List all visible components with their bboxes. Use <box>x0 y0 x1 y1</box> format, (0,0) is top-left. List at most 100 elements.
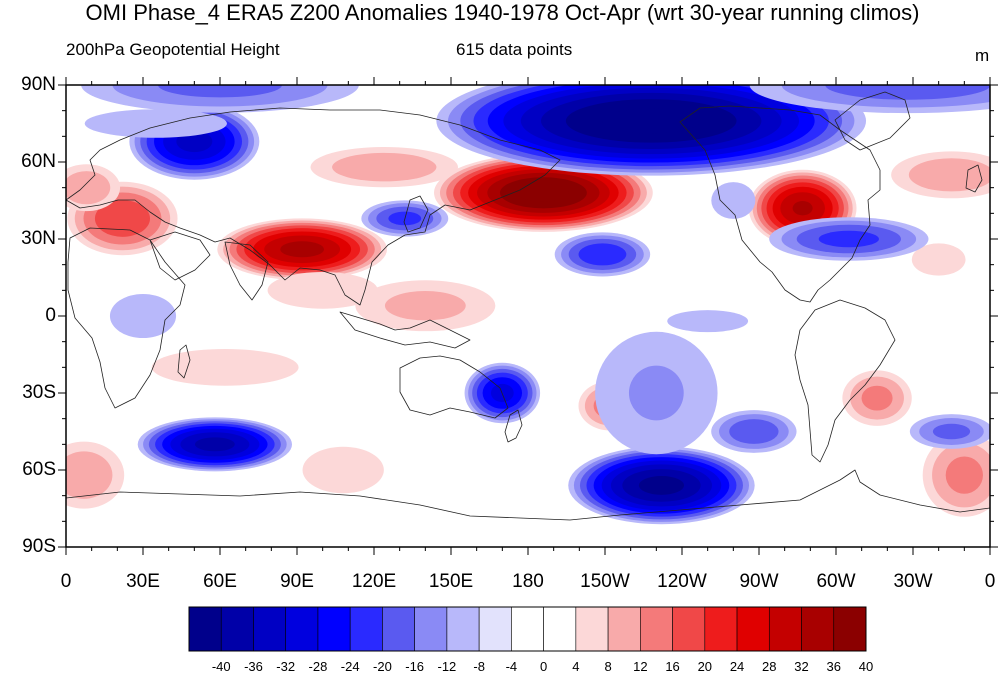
colorbar-label: -28 <box>308 659 328 674</box>
colorbar-label: 16 <box>665 659 680 674</box>
coastline-madagascar <box>177 344 191 379</box>
anomaly-center <box>355 280 496 332</box>
anomaly-center <box>109 293 177 339</box>
anomaly-contour <box>66 171 111 205</box>
coastline-australia <box>399 355 509 419</box>
anomaly-center <box>554 232 651 277</box>
anomaly-center <box>84 109 227 138</box>
anomaly-contour <box>578 243 627 266</box>
colorbar-swatch <box>704 606 738 652</box>
anomaly-center <box>81 85 359 113</box>
colorbar-label: -8 <box>473 659 485 674</box>
lon-label: 30W <box>893 571 933 592</box>
anomaly-contour <box>908 158 990 192</box>
colorbar-swatch <box>188 606 222 652</box>
lon-label: 0 <box>984 571 996 592</box>
anomaly-contour <box>638 475 685 495</box>
lon-label: 0 <box>60 571 72 592</box>
colorbar <box>188 606 867 652</box>
anomaly-contour <box>332 152 437 182</box>
anomaly-contour <box>825 85 990 100</box>
anomaly-center <box>436 85 866 176</box>
lon-label: 120W <box>657 571 707 592</box>
coastline-antarctica <box>66 469 990 521</box>
anomaly-contour <box>267 271 378 309</box>
units-label: m <box>975 46 990 65</box>
colorbar-swatch <box>543 606 577 652</box>
lon-label: 60W <box>816 571 856 592</box>
lat-label: 90S <box>22 536 56 557</box>
anomaly-contour <box>280 241 325 258</box>
colorbar-swatch <box>833 606 867 652</box>
colorbar-swatch <box>672 606 706 652</box>
anomaly-contour <box>818 230 879 248</box>
anomaly-center <box>667 310 749 333</box>
anomaly-contour <box>628 365 684 421</box>
lat-label: 60S <box>22 459 56 480</box>
chart-title: OMI Phase_4 ERA5 Z200 Anomalies 1940-197… <box>85 0 920 25</box>
anomaly-contour <box>911 243 966 276</box>
anomaly-contour <box>729 419 779 444</box>
anomaly-center <box>217 218 387 281</box>
anomaly-field <box>66 85 990 525</box>
colorbar-label: 12 <box>633 659 648 674</box>
anomaly-contour <box>861 385 893 411</box>
anomaly-center <box>749 85 990 114</box>
anomaly-contour <box>151 348 299 386</box>
colorbar-label: -24 <box>340 659 360 674</box>
colorbar-swatch <box>382 606 415 652</box>
lat-label: 30S <box>22 382 56 403</box>
colorbar-label: -4 <box>505 659 518 674</box>
anomaly-center <box>66 441 125 509</box>
colorbar-label: 28 <box>762 659 777 674</box>
colorbar-swatch <box>317 606 351 652</box>
colorbar-swatch <box>446 606 480 652</box>
colorbar-label: 4 <box>572 659 580 674</box>
colorbar-label: -12 <box>437 659 457 674</box>
left-subtitle: 200hPa Geopotential Height <box>66 40 280 59</box>
anomaly-contour <box>84 109 227 138</box>
lon-label: 90E <box>280 571 314 592</box>
lon-label: 120E <box>351 571 397 592</box>
axis-ticks <box>58 77 998 555</box>
lon-label: 180 <box>512 571 544 592</box>
anomaly-contour <box>94 200 151 237</box>
colorbar-swatch <box>736 606 770 652</box>
colorbar-swatch <box>768 606 802 652</box>
lon-label: 60E <box>203 571 237 592</box>
lon-label: 30E <box>126 571 160 592</box>
anomaly-contour <box>932 423 971 440</box>
center-subtitle: 615 data points <box>456 40 573 59</box>
colorbar-label: -36 <box>244 659 263 674</box>
coastline-uk <box>965 164 983 193</box>
coastline-arabia <box>149 231 211 281</box>
anomaly-contour <box>792 201 813 216</box>
anomaly-contour <box>945 456 983 494</box>
anomaly-center <box>909 414 990 449</box>
colorbar-label: 24 <box>729 659 745 674</box>
coastline-indonesia <box>339 311 471 349</box>
anomaly-contour <box>711 182 756 219</box>
anomaly-center <box>911 243 966 276</box>
anomaly-center <box>151 348 299 386</box>
anomaly-center <box>711 182 756 219</box>
anomaly-contour <box>109 293 177 339</box>
anomaly-center <box>842 370 912 426</box>
lat-label: 30N <box>21 228 56 249</box>
lat-label: 90N <box>21 74 56 95</box>
coastline-new-zealand <box>504 409 523 443</box>
colorbar-label: 32 <box>794 659 809 674</box>
anomaly-center <box>769 217 929 261</box>
coastline-south-america <box>794 299 896 463</box>
colorbar-swatch <box>220 606 254 652</box>
coastline-greenland <box>834 91 911 151</box>
anomaly-center <box>310 147 459 188</box>
coastline-eurasia <box>66 107 561 306</box>
anomaly-center <box>711 410 797 453</box>
coastline-north-america <box>679 105 881 303</box>
lon-label: 90W <box>739 571 779 592</box>
colorbar-label: 20 <box>697 659 713 674</box>
anomaly-center <box>302 446 384 494</box>
anomaly-center <box>922 433 990 517</box>
